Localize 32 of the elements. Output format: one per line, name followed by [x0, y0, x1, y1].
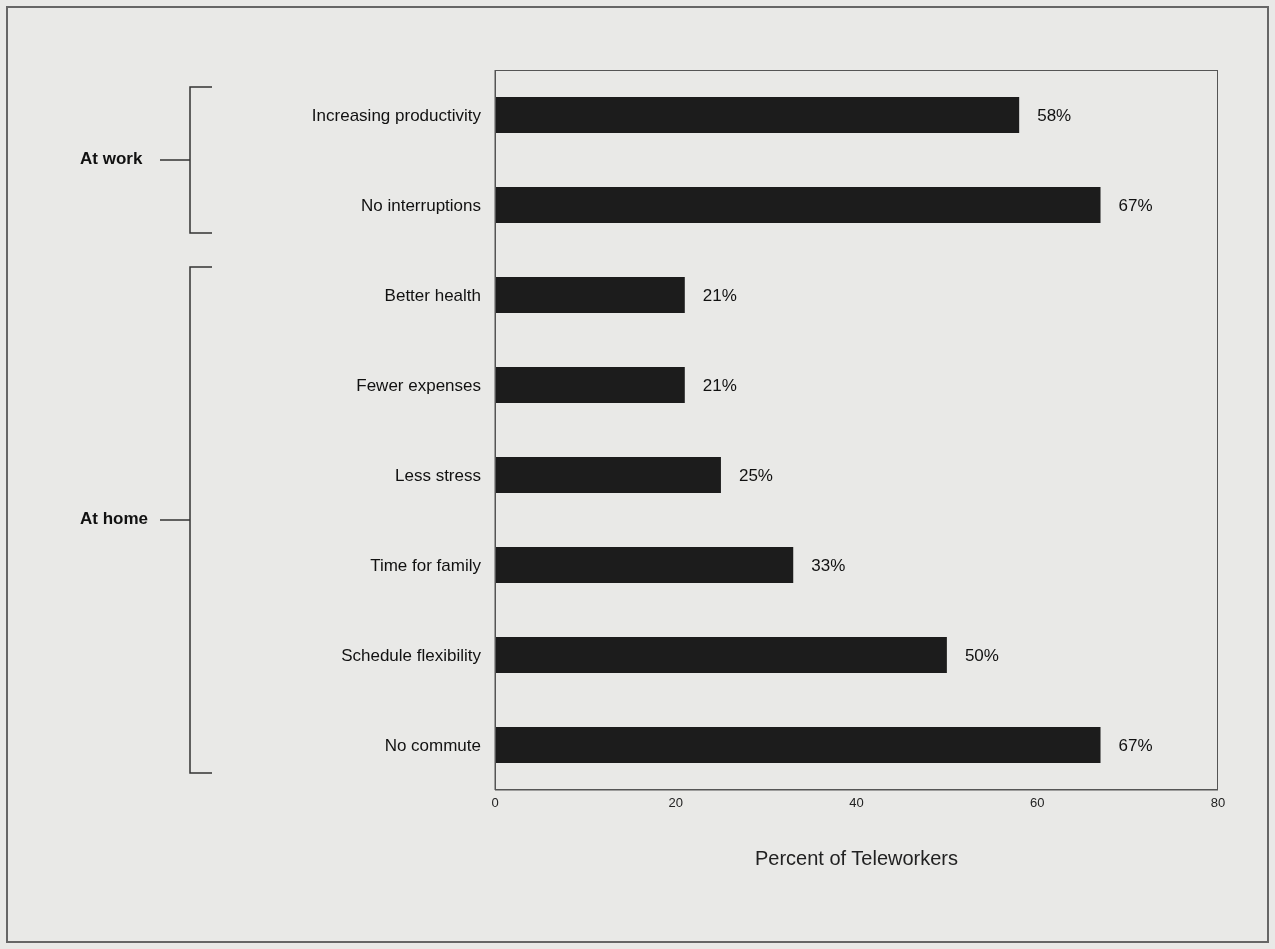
- x-tick-label: 60: [1030, 795, 1045, 811]
- y-tick-label: Fewer expenses: [356, 376, 481, 396]
- data-label: 25%: [738, 466, 773, 485]
- y-tick-label: No interruptions: [360, 196, 481, 216]
- bar: [495, 547, 794, 583]
- bar: [495, 367, 685, 403]
- text: At work: [80, 149, 143, 169]
- data-label: 21%: [702, 376, 737, 395]
- data-label: 50%: [964, 646, 999, 665]
- y-tick-label: Schedule flexibility: [341, 646, 482, 666]
- data-label: 67%: [1118, 196, 1153, 215]
- x-axis-title: Percent of Teleworkers: [754, 847, 959, 869]
- data-label: 33%: [811, 556, 846, 575]
- x-tick-label: 20: [668, 795, 683, 811]
- y-tick-label: No commute: [384, 736, 481, 756]
- y-tick-label: Less stress: [395, 466, 481, 486]
- data-label: 67%: [1118, 736, 1153, 755]
- y-tick-label: Better health: [384, 286, 481, 306]
- x-tick-label: 0: [491, 795, 499, 811]
- bar: [495, 637, 947, 673]
- bar: [495, 277, 685, 313]
- x-tick-label: 80: [1210, 795, 1226, 811]
- data-label: 21%: [702, 286, 737, 305]
- bar: [495, 97, 1020, 133]
- text: At home: [80, 509, 148, 529]
- bar: [495, 457, 721, 493]
- bar: [495, 727, 1101, 763]
- y-tick-label: Time for family: [370, 556, 482, 576]
- y-tick-label: Increasing productivity: [311, 106, 482, 126]
- data-label: 58%: [1037, 106, 1072, 125]
- x-tick-label: 40: [849, 795, 864, 811]
- bar: [495, 187, 1101, 223]
